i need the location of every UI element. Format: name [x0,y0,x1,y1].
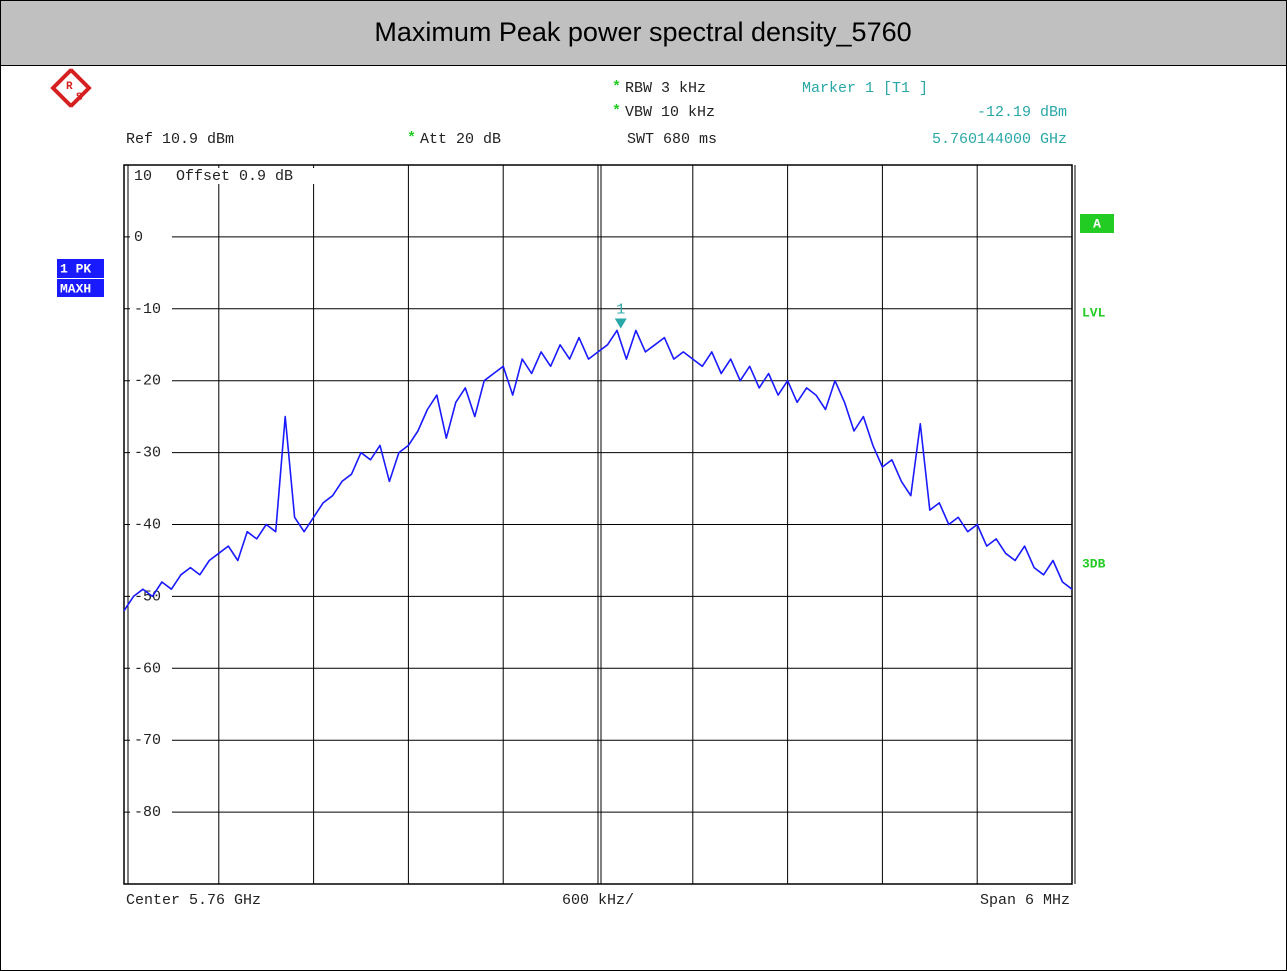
tick-label-bg [130,588,172,605]
marker-frequency: 5.760144000 GHz [932,131,1067,148]
tick-label-bg [130,660,172,677]
chart-title: Maximum Peak power spectral density_5760 [374,17,911,47]
marker-level: -12.19 dBm [977,104,1067,121]
swt: SWT 680 ms [627,131,717,148]
marker-label: 1 [616,302,625,319]
y-tick-label: -30 [134,445,161,462]
trace-label: 1 PK [60,261,91,276]
offset-label: Offset 0.9 dB [176,168,293,185]
y-tick-label: -70 [134,732,161,749]
ref-level: Ref 10.9 dBm [126,131,234,148]
tick-label-bg [130,168,172,184]
trace-badge [57,279,104,297]
y-tick-label: -60 [134,660,161,677]
y-tick-label: 10 [134,168,152,185]
trace [123,329,1073,612]
y-tick-label: -10 [134,301,161,318]
star: * [612,79,621,96]
tick-label-bg [130,372,172,389]
a-badge [1080,214,1114,233]
offset-bg [172,168,362,184]
3db-label: 3DB [1082,556,1106,571]
star: * [612,103,621,120]
center-label: Center 5.76 GHz [126,892,261,909]
title-bar [0,0,1287,66]
tick-label-bg [130,804,172,821]
marker-title: Marker 1 [T1 ] [802,80,928,97]
tick-label-bg [130,732,172,749]
trace-label: MAXH [60,281,91,296]
y-tick-label: 0 [134,229,143,246]
rbw: RBW 3 kHz [625,80,706,97]
tick-label-bg [130,516,172,533]
logo-letter: S [76,92,83,104]
trace-badge [57,259,104,278]
logo-diamond [50,68,90,108]
marker [614,318,627,329]
a-label: A [1093,216,1101,231]
logo-letter: R [66,81,73,93]
logo-diamond [52,68,92,108]
tick-label-bg [130,228,172,245]
tick-label-bg [130,300,172,317]
logo: R S [50,68,92,108]
y-tick-label: -20 [134,373,161,390]
span-label: Span 6 MHz [980,892,1070,909]
tick-label-bg [130,444,172,461]
attenuation: Att 20 dB [420,131,501,148]
star: * [407,130,416,147]
y-tick-label: -40 [134,516,161,533]
y-tick-label: -80 [134,804,161,821]
vbw: VBW 10 kHz [625,104,715,121]
lvl-label: LVL [1082,305,1106,320]
division-label: 600 kHz/ [562,892,634,909]
